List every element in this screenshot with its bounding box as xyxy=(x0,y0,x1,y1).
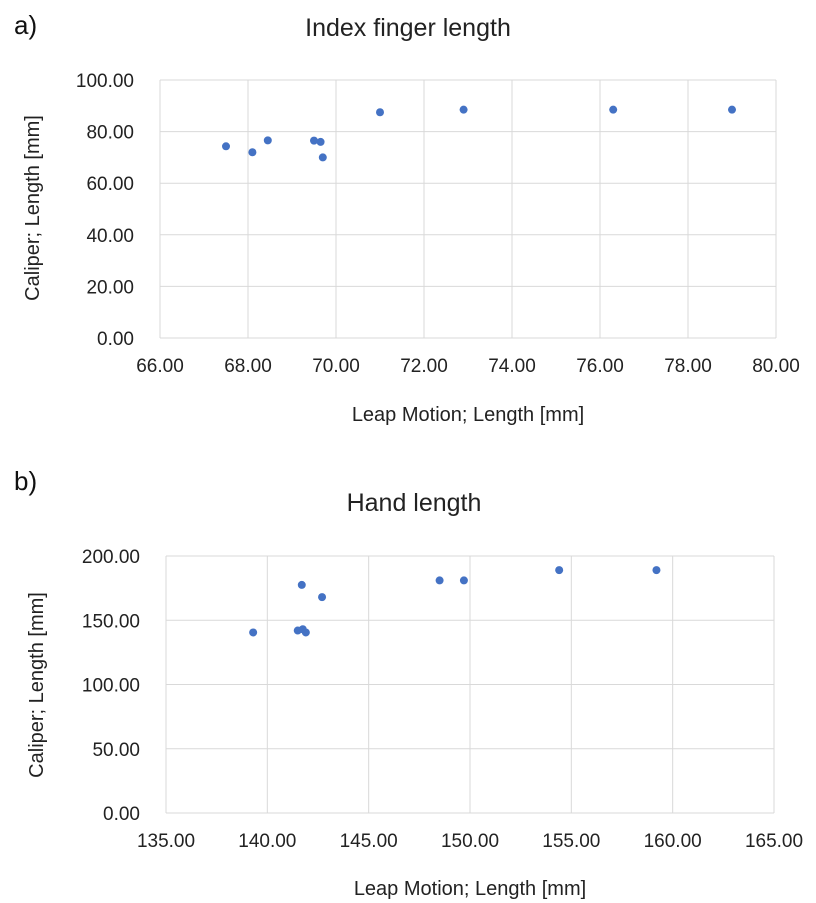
x-tick-label: 145.00 xyxy=(340,831,398,852)
data-point xyxy=(728,105,736,114)
data-point xyxy=(318,593,327,602)
data-point xyxy=(316,137,325,146)
x-tick-label: 150.00 xyxy=(441,831,499,852)
data-point xyxy=(301,628,310,637)
tick-labels: 66.00 68.00 70.00 72.00 74.00 76.00 78.00 80.00… xyxy=(76,71,800,377)
y-tick-label: 40.00 xyxy=(86,226,134,247)
x-tick-label: 155.00 xyxy=(542,831,600,852)
panel-label-b: b) xyxy=(14,466,38,496)
x-tick-label: 70.00 xyxy=(312,356,360,377)
data-point xyxy=(459,105,468,114)
x-tick-label: 160.00 xyxy=(644,831,702,852)
y-tick-label: 200.00 xyxy=(82,547,140,568)
y-axis-label: Caliper; Length [mm] xyxy=(22,115,44,301)
y-axis-label: Caliper; Length [mm] xyxy=(26,592,48,778)
data-points xyxy=(249,566,661,637)
data-point xyxy=(376,108,384,117)
y-tick-label: 100.00 xyxy=(82,676,140,697)
data-point xyxy=(249,628,258,637)
x-tick-label: 68.00 xyxy=(224,356,272,377)
x-tick-label: 80.00 xyxy=(752,356,800,377)
y-tick-label: 60.00 xyxy=(86,174,134,195)
y-tick-label: 50.00 xyxy=(92,740,140,761)
x-tick-label: 72.00 xyxy=(400,356,448,377)
chart-title: Hand length xyxy=(347,489,482,517)
chart-title: Index finger length xyxy=(305,14,511,42)
x-tick-label: 76.00 xyxy=(576,356,624,377)
x-tick-label: 140.00 xyxy=(238,831,296,852)
x-tick-label: 165.00 xyxy=(745,831,803,852)
index-finger-scatter-chart: Index finger length Leap Motion; Length … xyxy=(22,14,800,426)
data-point xyxy=(318,153,327,162)
data-point xyxy=(459,576,468,585)
data-point xyxy=(297,580,306,589)
y-tick-label: 20.00 xyxy=(86,277,134,298)
data-point xyxy=(263,136,272,145)
x-tick-label: 78.00 xyxy=(664,356,712,377)
x-tick-label: 66.00 xyxy=(136,356,184,377)
y-tick-label: 0.00 xyxy=(103,804,140,825)
y-tick-label: 80.00 xyxy=(86,123,134,144)
x-axis-label: Leap Motion; Length [mm] xyxy=(352,404,584,426)
y-tick-label: 150.00 xyxy=(82,611,140,632)
panel-label-a: a) xyxy=(14,10,38,40)
data-point xyxy=(609,105,618,114)
data-point xyxy=(555,566,564,575)
grid-lines xyxy=(159,79,777,339)
grid-lines xyxy=(165,555,775,814)
x-axis-label: Leap Motion; Length [mm] xyxy=(354,878,586,900)
data-point xyxy=(222,142,230,151)
x-tick-label: 135.00 xyxy=(137,831,195,852)
data-point xyxy=(248,148,257,157)
hand-length-scatter-chart: Hand length Leap Motion; Length [mm] Cal… xyxy=(26,489,803,900)
y-tick-label: 100.00 xyxy=(76,71,134,92)
data-point xyxy=(310,136,318,145)
data-point xyxy=(652,566,661,575)
x-tick-label: 74.00 xyxy=(488,356,536,377)
data-point xyxy=(435,576,444,585)
tick-labels: 135.00 140.00 145.00 150.00 155.00 160.00 165.… xyxy=(82,547,803,852)
y-tick-label: 0.00 xyxy=(97,329,134,350)
data-points xyxy=(222,105,736,162)
